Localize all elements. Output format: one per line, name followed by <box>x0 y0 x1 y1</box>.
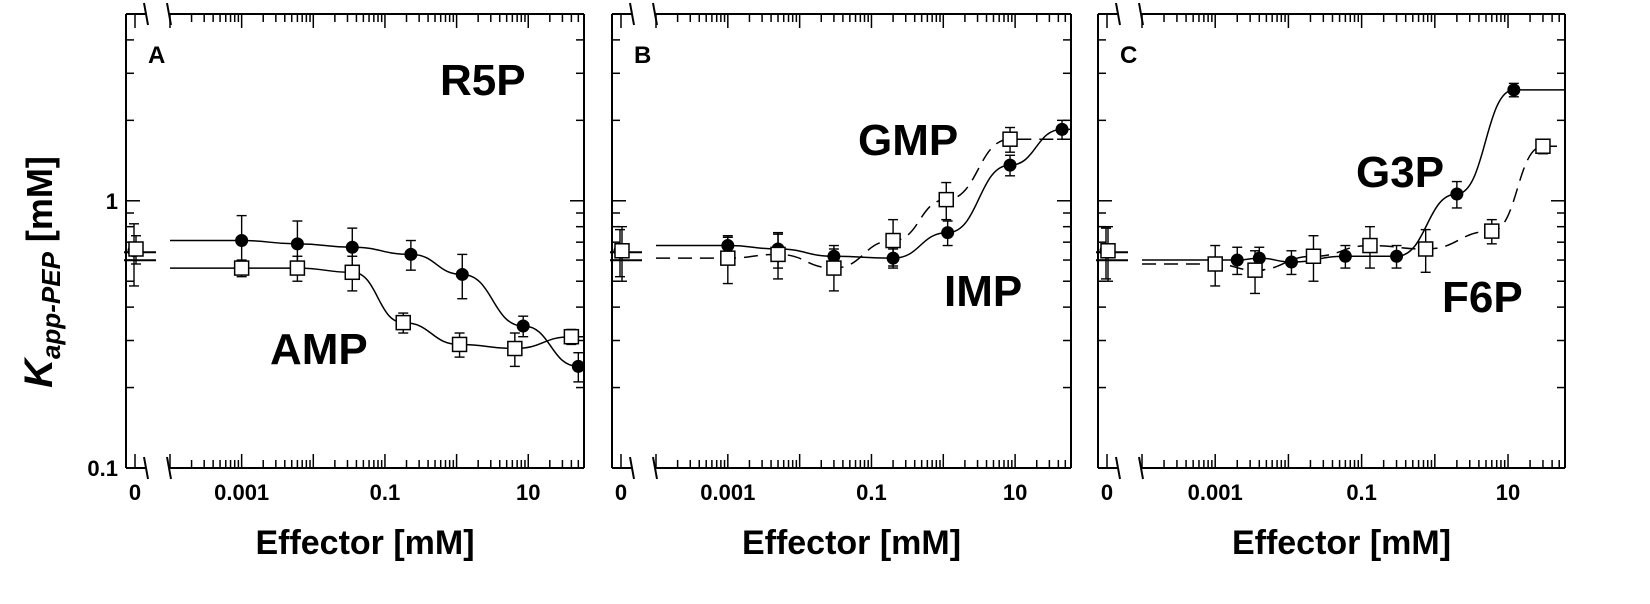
axis-break-mark <box>166 456 172 480</box>
x-tick-label: 0.001 <box>1188 480 1243 505</box>
data-point <box>507 340 523 357</box>
axis-break-mark <box>652 456 658 480</box>
series-gmp <box>614 126 1071 292</box>
panel-letter: B <box>634 42 651 69</box>
data-point <box>563 328 580 345</box>
axis-break-mark <box>629 2 635 26</box>
panel-letter: A <box>148 42 165 69</box>
y-axis-title-sub: app-PEP <box>36 251 66 359</box>
data-point <box>1247 262 1263 278</box>
data-point <box>720 250 736 266</box>
data-point <box>571 359 585 373</box>
x-axis-title: Effector [mM] <box>742 524 961 562</box>
series-label: G3P <box>1356 148 1444 197</box>
y-tick-label: 0.1 <box>87 456 118 481</box>
data-point <box>235 234 249 248</box>
x-tick-label: 0.1 <box>1346 480 1377 505</box>
x-axis-title: Effector [mM] <box>255 524 474 562</box>
x-tick-label: 10 <box>516 480 540 505</box>
x-tick-label-zero: 0 <box>615 480 627 505</box>
data-point <box>344 264 361 281</box>
data-point <box>614 243 630 259</box>
data-point <box>1230 253 1244 267</box>
series-label: AMP <box>270 325 368 374</box>
x-tick-label: 0.1 <box>370 480 401 505</box>
plot-frame <box>1096 2 1566 480</box>
series-label: IMP <box>944 267 1022 316</box>
axis-break-mark <box>1115 2 1121 26</box>
data-point <box>938 191 955 208</box>
series-label: F6P <box>1442 273 1523 322</box>
y-axis-title-main: K <box>17 356 61 388</box>
x-axis-title: Effector [mM] <box>1232 524 1451 562</box>
data-point <box>941 226 955 240</box>
data-point <box>404 247 418 261</box>
data-point <box>1484 223 1500 239</box>
x-ticks <box>1106 14 1566 468</box>
panel-a: 0.001 0.1 10 0 0.1 1 Effector [mM] A R5P AMP <box>87 2 585 562</box>
data-point <box>290 237 304 251</box>
data-point <box>1535 138 1551 154</box>
x-tick-label: 10 <box>1003 480 1027 505</box>
panel-b: 0.001 0.1 10 0 Effector [mM] B GMP IMP <box>610 2 1072 562</box>
data-point <box>1207 256 1223 272</box>
panel-letter: C <box>1120 42 1137 69</box>
y-ticks <box>1098 13 1565 469</box>
data-point <box>345 240 359 254</box>
data-point <box>1002 131 1018 147</box>
plot-frame <box>610 2 1072 480</box>
data-point <box>1003 158 1017 172</box>
y-axis-title-unit: [mM] <box>19 156 60 252</box>
axis-break-mark <box>143 2 149 26</box>
x-ticks <box>620 14 1072 468</box>
x-tick-label: 10 <box>1496 480 1520 505</box>
data-point <box>885 232 901 249</box>
data-point <box>455 267 469 281</box>
series-label: GMP <box>858 116 958 165</box>
x-tick-label-zero: 0 <box>129 480 141 505</box>
x-tick-label-zero: 0 <box>1101 480 1113 505</box>
fit-curve <box>1142 145 1565 271</box>
data-point <box>1390 249 1404 263</box>
data-point <box>1305 248 1322 265</box>
axis-break-mark <box>629 456 635 480</box>
y-ticks <box>612 13 1071 469</box>
data-point <box>128 241 144 257</box>
axis-break-mark <box>143 456 149 480</box>
series-label: R5P <box>440 56 526 105</box>
y-axis-title: Kapp-PEP [mM] <box>17 156 66 388</box>
data-point <box>1362 237 1378 254</box>
panel-c: 0.001 0.1 10 0 Effector [mM] C G3P F6P <box>1096 2 1566 562</box>
data-point <box>1338 249 1352 263</box>
fit-curve <box>1142 89 1565 263</box>
data-point <box>395 314 411 331</box>
data-point <box>1417 241 1434 257</box>
data-point <box>233 260 250 276</box>
y-ticks <box>126 13 584 469</box>
y-tick-label: 1 <box>106 189 118 214</box>
axis-break-mark <box>1115 456 1121 480</box>
data-point <box>1450 187 1464 201</box>
x-tick-label: 0.1 <box>856 480 887 505</box>
series-amp <box>128 235 584 368</box>
data-point <box>1100 243 1116 259</box>
x-tick-label: 0.001 <box>700 480 755 505</box>
axis-break-mark <box>1138 456 1144 480</box>
data-point <box>451 336 468 353</box>
series-g3p <box>1099 82 1565 280</box>
data-point <box>826 260 842 276</box>
data-point <box>1507 83 1521 97</box>
data-point <box>770 246 786 263</box>
data-point <box>1055 122 1069 136</box>
data-point <box>289 260 306 276</box>
series-f6p <box>1100 138 1565 295</box>
data-point <box>516 319 530 333</box>
x-ticks <box>134 14 585 468</box>
x-tick-label: 0.001 <box>214 480 269 505</box>
